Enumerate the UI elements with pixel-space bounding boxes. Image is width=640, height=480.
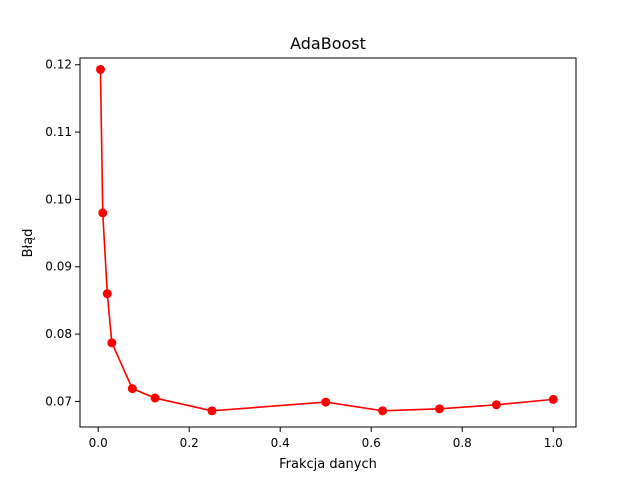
y-tick-label: 0.09 [45,260,72,274]
data-point [107,338,117,348]
y-tick-label: 0.12 [45,58,72,72]
x-tick-label: 0.0 [89,436,108,450]
x-tick-label: 0.8 [453,436,472,450]
x-axis-label: Frakcja danych [279,457,377,472]
x-tick-label: 0.2 [180,436,199,450]
y-tick-label: 0.11 [45,125,72,139]
x-tick-label: 0.6 [362,436,381,450]
data-point [548,394,558,404]
y-tick-label: 0.08 [45,327,72,341]
y-tick-label: 0.10 [45,192,72,206]
x-axis: 0.0 0.2 0.4 0.6 0.8 1.0 [89,427,563,450]
data-point [127,384,137,394]
plot-area [95,64,558,416]
x-tick-label: 1.0 [544,436,563,450]
x-tick-label: 0.4 [271,436,290,450]
data-point [378,406,388,416]
data-point [434,404,444,414]
y-tick-label: 0.07 [45,394,72,408]
plot-frame [79,57,577,428]
series-line [99,69,554,412]
y-axis: 0.07 0.08 0.09 0.10 0.11 0.12 [45,58,80,408]
data-point [150,393,160,403]
chart-title: AdaBoost [290,34,366,53]
data-point [102,289,112,299]
y-axis-label: Błąd [21,229,36,258]
data-point [491,400,501,410]
data-point [207,406,217,416]
data-point [321,397,331,407]
data-point [98,208,108,218]
data-point [95,64,105,74]
